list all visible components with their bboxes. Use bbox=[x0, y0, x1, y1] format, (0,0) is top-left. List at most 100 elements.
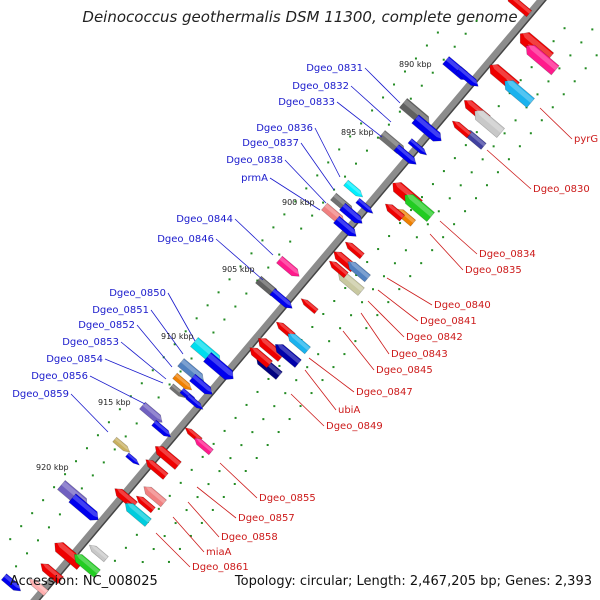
gene-feature bbox=[0, 573, 22, 592]
track-dot bbox=[234, 416, 237, 419]
gene-arrow-highlight bbox=[521, 31, 553, 59]
gene-arrow bbox=[125, 452, 141, 466]
gene-arrow-highlight bbox=[507, 0, 532, 14]
track-dot bbox=[580, 41, 583, 44]
gene-feature bbox=[193, 436, 214, 456]
track-dot bbox=[256, 279, 259, 282]
track-dot bbox=[135, 422, 138, 425]
leader-line bbox=[120, 341, 167, 380]
scale-label-905: 905 kbp bbox=[222, 265, 255, 274]
gene-arrow bbox=[300, 298, 319, 315]
gene-label-dgeo-0853: Dgeo_0853 bbox=[62, 337, 119, 348]
accession-text: Accession: NC_008025 bbox=[10, 574, 158, 589]
track-dot bbox=[64, 473, 67, 476]
gene-arrow bbox=[203, 351, 234, 380]
track-dot bbox=[410, 209, 413, 212]
leader-line bbox=[300, 142, 335, 191]
gene-arrow-highlight bbox=[146, 458, 168, 477]
gene-arrow-highlight bbox=[527, 43, 559, 71]
track-dot bbox=[223, 429, 226, 432]
gene-arrow bbox=[393, 144, 417, 165]
track-dot bbox=[185, 509, 188, 512]
track-dot bbox=[239, 265, 242, 268]
gene-feature bbox=[393, 144, 418, 165]
leader-line bbox=[155, 532, 191, 568]
gene-arrow bbox=[112, 436, 131, 453]
gene-arrow-highlight bbox=[144, 485, 166, 504]
gene-arrow bbox=[455, 66, 479, 87]
gene-arrow bbox=[328, 260, 349, 279]
track-dot bbox=[464, 210, 467, 213]
leader-lines bbox=[70, 67, 573, 568]
track-dot bbox=[448, 197, 451, 200]
track-dot bbox=[256, 390, 259, 393]
gene-arrow-highlight bbox=[153, 420, 172, 436]
track-dot bbox=[96, 434, 99, 437]
track-dot bbox=[255, 457, 258, 460]
genome-backbone-shadow bbox=[38, 0, 547, 600]
gene-arrow-highlight bbox=[90, 543, 108, 560]
track-dot bbox=[179, 481, 182, 484]
gene-arrow bbox=[384, 203, 406, 222]
track-dot bbox=[322, 313, 325, 316]
track-dot bbox=[173, 343, 176, 346]
gene-label-dgeo-0838: Dgeo_0838 bbox=[226, 155, 283, 166]
track-dot bbox=[507, 158, 510, 161]
track-dot bbox=[591, 28, 594, 31]
gene-feature bbox=[189, 373, 214, 395]
track-dot bbox=[102, 461, 105, 464]
leader-line bbox=[304, 369, 337, 411]
track-dot bbox=[272, 226, 275, 229]
gene-arrow-highlight bbox=[336, 216, 358, 235]
track-dot bbox=[75, 460, 78, 463]
gene-arrow bbox=[344, 241, 365, 260]
gene-label-dgeo-0844: Dgeo_0844 bbox=[176, 214, 233, 225]
gene-feature bbox=[125, 452, 141, 466]
gene-feature bbox=[525, 43, 560, 76]
gene-label-dgeo-0847: Dgeo_0847 bbox=[356, 387, 413, 398]
gene-feature bbox=[73, 552, 101, 578]
track-dot bbox=[442, 58, 445, 61]
gene-feature bbox=[135, 494, 156, 514]
gene-arrow-highlight bbox=[279, 256, 301, 275]
track-dot bbox=[261, 239, 264, 242]
track-dot bbox=[250, 252, 253, 255]
gene-feature bbox=[505, 0, 533, 18]
gene-arrow bbox=[339, 202, 363, 224]
track-dot bbox=[157, 396, 160, 399]
track-dot bbox=[306, 366, 309, 369]
track-dot bbox=[217, 291, 220, 294]
track-dot bbox=[273, 405, 276, 408]
track-dot bbox=[376, 314, 379, 317]
gene-arrow-highlight bbox=[137, 494, 155, 511]
leader-line bbox=[539, 107, 573, 140]
track-dot bbox=[403, 70, 406, 73]
track-dot bbox=[431, 71, 434, 74]
track-dot bbox=[496, 171, 499, 174]
track-dot bbox=[464, 144, 467, 147]
gene-feature bbox=[203, 351, 235, 380]
leader-line bbox=[290, 393, 325, 427]
track-dot bbox=[278, 364, 281, 367]
gene-arrow bbox=[333, 215, 357, 237]
leader-line bbox=[215, 238, 264, 281]
track-dot bbox=[124, 546, 127, 549]
track-dot bbox=[283, 213, 286, 216]
gene-feature bbox=[139, 401, 164, 423]
gene-arrow bbox=[451, 120, 472, 139]
track-dot bbox=[503, 132, 506, 135]
gene-arrow-highlight bbox=[403, 99, 431, 124]
gene-arrow-highlight bbox=[185, 426, 202, 441]
track-dot bbox=[223, 318, 226, 321]
gene-arrow bbox=[249, 347, 273, 369]
gene-arrow-highlight bbox=[453, 119, 471, 136]
track-dot bbox=[251, 431, 254, 434]
track-dot bbox=[31, 512, 34, 515]
gene-arrow bbox=[139, 401, 163, 423]
track-dot bbox=[350, 314, 353, 317]
gene-arrow-highlight bbox=[476, 109, 504, 134]
track-dot bbox=[152, 548, 155, 551]
gene-arrow bbox=[151, 419, 172, 438]
